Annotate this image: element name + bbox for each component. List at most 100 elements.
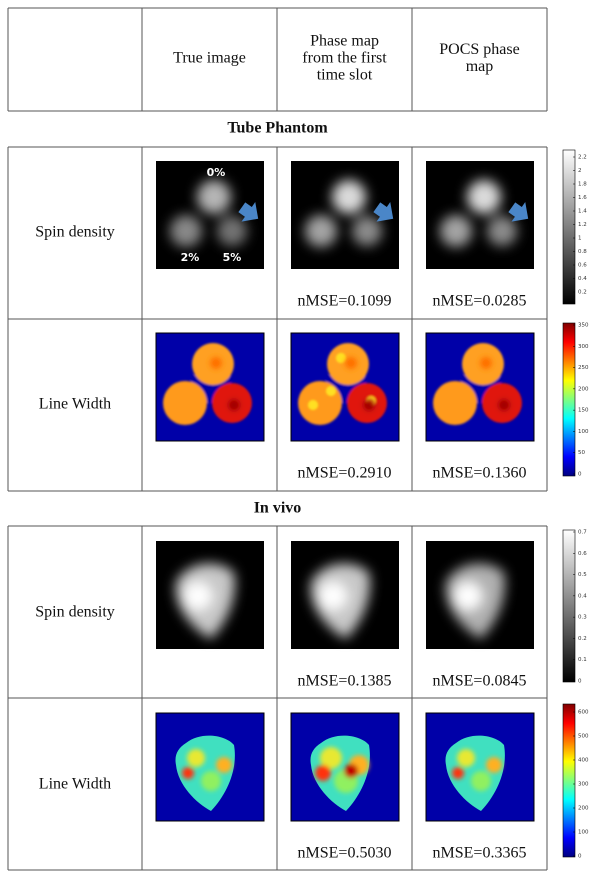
colorbar-tick-label: 0.7 bbox=[578, 530, 587, 536]
image bbox=[290, 332, 400, 442]
nmse-label: nMSE=0.0845 bbox=[433, 673, 527, 690]
nmse-label: nMSE=0.2910 bbox=[298, 465, 392, 482]
header-text: True image bbox=[173, 50, 246, 67]
colorbar bbox=[562, 149, 576, 305]
colorbar-tick-label: 0.1 bbox=[578, 657, 587, 663]
row-label: Line Width bbox=[39, 776, 111, 793]
bright bbox=[319, 582, 347, 610]
colorbar-tick-label: 0.5 bbox=[578, 572, 587, 578]
colorbar-tick-label: 0.3 bbox=[578, 615, 587, 621]
colorbar-tick-label: 350 bbox=[578, 323, 589, 329]
blobs bbox=[163, 343, 252, 425]
image bbox=[425, 712, 535, 822]
spot bbox=[336, 353, 346, 363]
arrow bbox=[508, 202, 529, 222]
blob bbox=[352, 216, 382, 246]
spot bbox=[216, 757, 232, 773]
colorbar-tick-label: 300 bbox=[578, 344, 589, 350]
nmse-label: nMSE=0.1360 bbox=[433, 465, 527, 482]
colorbar-tick-label: 100 bbox=[578, 830, 589, 836]
header-text: Phase map bbox=[310, 33, 379, 50]
colorbar-tick-label: 2 bbox=[578, 168, 582, 174]
blob bbox=[487, 216, 517, 246]
spot bbox=[228, 399, 240, 411]
annotation: 5% bbox=[223, 251, 242, 264]
image bbox=[155, 332, 265, 442]
blob bbox=[163, 381, 207, 425]
blobs bbox=[310, 563, 370, 639]
colorbar-tick-label: 1 bbox=[578, 236, 582, 242]
colorbar bbox=[562, 703, 576, 858]
spot bbox=[363, 399, 375, 411]
blobs bbox=[298, 343, 387, 425]
image bbox=[290, 712, 400, 822]
spot bbox=[457, 749, 475, 767]
image bbox=[426, 541, 534, 649]
image bbox=[425, 332, 535, 442]
colorbar-tick-label: 0.8 bbox=[578, 249, 587, 255]
spot bbox=[471, 771, 491, 791]
bright bbox=[454, 582, 482, 610]
arrow bbox=[373, 202, 394, 222]
image bbox=[291, 541, 399, 649]
nmse-label: nMSE=0.1385 bbox=[298, 673, 392, 690]
bright bbox=[184, 582, 212, 610]
colorbar-tick-label: 2.2 bbox=[578, 155, 587, 161]
spot bbox=[308, 400, 318, 410]
table-grid bbox=[7, 7, 548, 871]
colorbar-tick-label: 500 bbox=[578, 734, 589, 740]
colorbar-tick-label: 0.4 bbox=[578, 593, 587, 599]
colorbar-tick-label: 0.2 bbox=[578, 290, 587, 296]
colorbar-tick-label: 0 bbox=[578, 854, 582, 860]
blobs bbox=[440, 180, 517, 247]
spot bbox=[315, 765, 331, 781]
spot bbox=[498, 399, 510, 411]
spots bbox=[182, 749, 232, 791]
row-label: Spin density bbox=[35, 224, 115, 241]
blob bbox=[440, 215, 472, 247]
blobs bbox=[433, 343, 522, 425]
colorbar-tick-label: 0 bbox=[578, 472, 582, 478]
spot bbox=[486, 757, 502, 773]
annotation: 0% bbox=[207, 166, 226, 179]
colorbar-tick-label: 300 bbox=[578, 782, 589, 788]
row-label: Spin density bbox=[35, 604, 115, 621]
colorbar-tick-label: 1.6 bbox=[578, 195, 587, 201]
header-text: map bbox=[466, 58, 494, 75]
image bbox=[156, 541, 264, 649]
header-text: POCS phase bbox=[439, 41, 519, 58]
colorbar-tick-label: 0.2 bbox=[578, 636, 587, 642]
blob bbox=[433, 381, 477, 425]
row-label: Line Width bbox=[39, 396, 111, 413]
colorbar-tick-label: 400 bbox=[578, 758, 589, 764]
spot bbox=[344, 764, 358, 778]
image bbox=[426, 161, 534, 269]
colorbar-tick-label: 1.8 bbox=[578, 182, 587, 188]
blobs bbox=[170, 180, 247, 247]
colorbar-tick-label: 100 bbox=[578, 429, 589, 435]
header-text: time slot bbox=[317, 67, 373, 84]
image bbox=[291, 161, 399, 269]
spot bbox=[187, 749, 205, 767]
colorbar-tick-label: 200 bbox=[578, 806, 589, 812]
colorbar-tick-label: 0.6 bbox=[578, 263, 587, 269]
spot bbox=[201, 771, 221, 791]
blob bbox=[170, 215, 202, 247]
spot bbox=[182, 767, 194, 779]
spot bbox=[326, 386, 336, 396]
blob bbox=[467, 180, 501, 214]
header-text: from the first bbox=[302, 50, 387, 67]
blobs bbox=[305, 180, 382, 247]
section-title: In vivo bbox=[254, 500, 302, 517]
colorbar-tick-label: 0 bbox=[578, 679, 582, 685]
blob bbox=[332, 180, 366, 214]
spots bbox=[315, 747, 369, 793]
blobs bbox=[175, 563, 235, 639]
image bbox=[155, 712, 265, 822]
nmse-label: nMSE=0.0285 bbox=[433, 293, 527, 310]
colorbar-tick-label: 1.4 bbox=[578, 209, 587, 215]
spot bbox=[480, 357, 492, 369]
blobs bbox=[445, 563, 505, 639]
